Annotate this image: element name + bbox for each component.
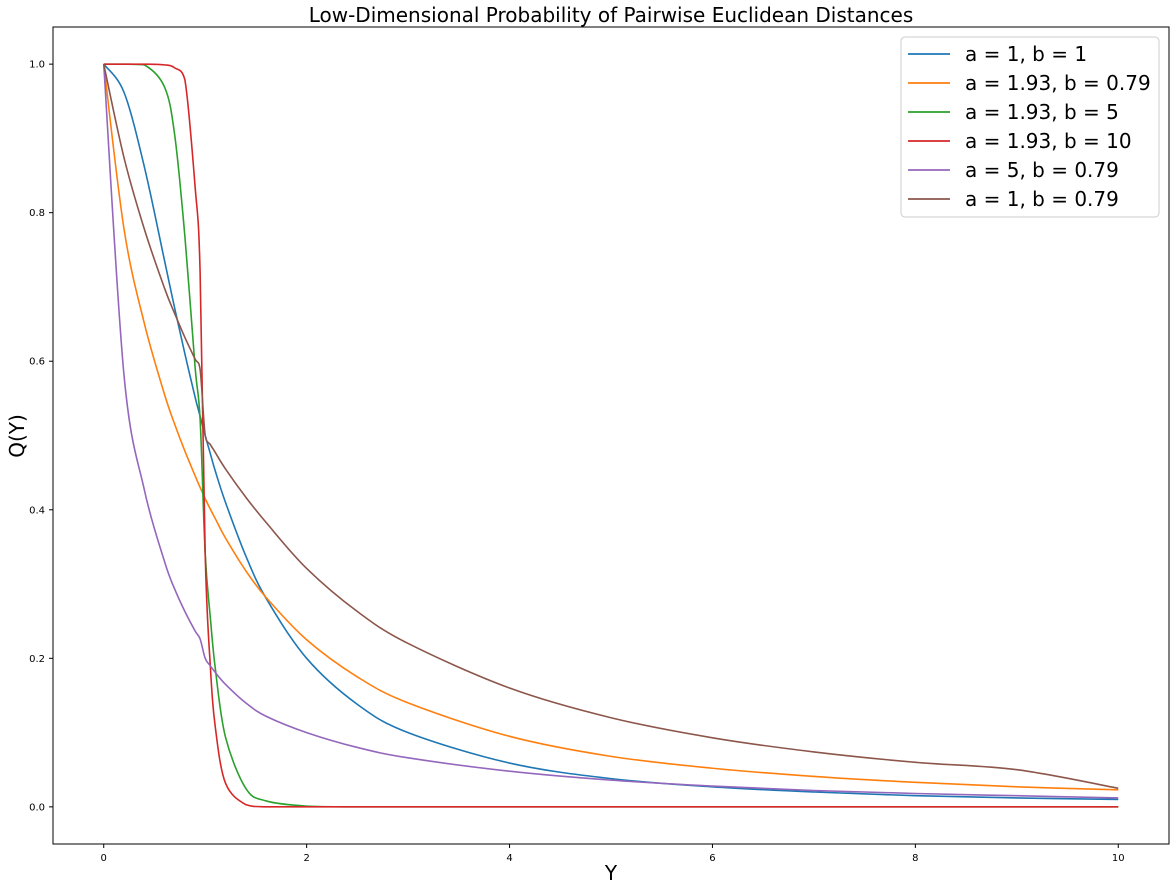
x-tick-label: 4: [506, 853, 512, 864]
legend: a = 1, b = 1 a = 1.93, b = 0.79 a = 1.93, …: [900, 36, 1160, 218]
y-axis-label: Q(Y): [5, 414, 29, 458]
legend-label: a = 1.93, b = 10: [965, 129, 1132, 153]
x-tick-label: 6: [709, 853, 715, 864]
series-lines: [102, 63, 1119, 808]
x-tick-label: 2: [303, 853, 309, 864]
series-line-6: [102, 63, 1119, 790]
legend-label: a = 5, b = 0.79: [965, 158, 1119, 182]
plot-frame: [52, 26, 1170, 845]
y-tick-label: 0.6: [29, 357, 45, 368]
y-tick-label: 0.0: [29, 802, 45, 813]
y-tick-label: 0.8: [29, 208, 45, 219]
legend-label: a = 1.93, b = 0.79: [965, 71, 1151, 95]
x-axis-ticks: 0 2 4 6 8 10: [101, 844, 1125, 864]
y-axis-ticks: 0.0 0.2 0.4 0.6 0.8 1.0: [29, 60, 53, 813]
legend-box: [900, 36, 1160, 218]
x-tick-label: 10: [1112, 853, 1125, 864]
legend-label: a = 1, b = 0.79: [965, 187, 1119, 211]
legend-entries: a = 1, b = 1 a = 1.93, b = 0.79 a = 1.93, …: [908, 42, 1151, 211]
legend-label: a = 1, b = 1: [965, 42, 1087, 66]
y-tick-label: 0.2: [29, 654, 45, 665]
series-line-4: [103, 63, 1119, 808]
x-tick-label: 0: [101, 853, 107, 864]
series-line-1: [103, 63, 1119, 801]
series-line-5: [102, 64, 1119, 799]
y-tick-label: 1.0: [29, 60, 45, 71]
y-tick-label: 0.4: [29, 505, 45, 516]
x-axis-label: Y: [604, 861, 618, 885]
chart-title: Low-Dimensional Probability of Pairwise …: [309, 3, 914, 27]
legend-label: a = 1.93, b = 5: [965, 100, 1119, 124]
series-line-2: [102, 64, 1119, 791]
x-tick-label: 8: [912, 853, 918, 864]
